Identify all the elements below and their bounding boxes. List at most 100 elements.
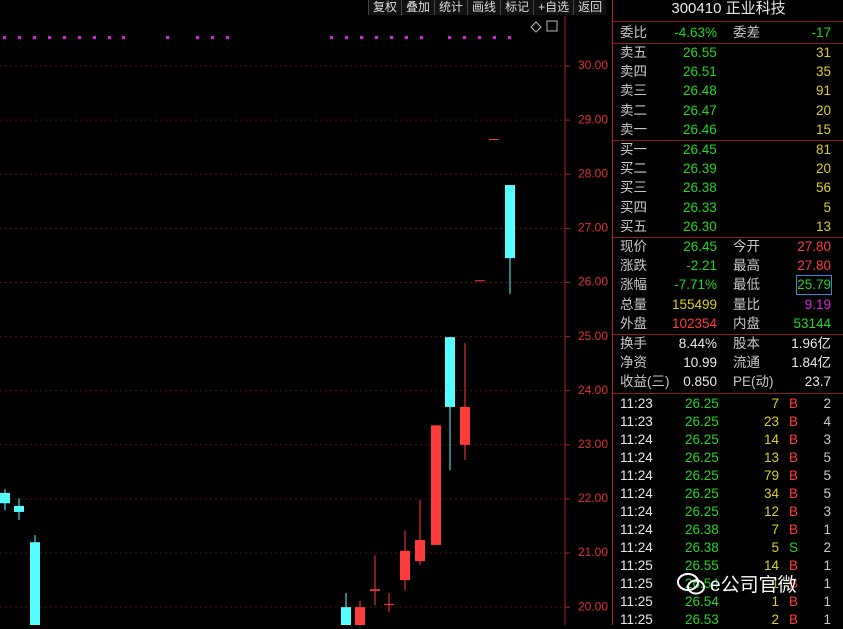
trade-side: B xyxy=(789,414,799,429)
watermark: e公司官微 xyxy=(676,570,797,597)
trade-side: B xyxy=(789,522,799,537)
level-label: 卖五 xyxy=(620,45,647,60)
trade-volume: 7 xyxy=(771,396,779,411)
trade-count: 5 xyxy=(823,486,831,501)
toolbar-button[interactable]: 叠加 xyxy=(401,0,434,15)
candle-body xyxy=(489,139,499,141)
trade-count: 5 xyxy=(823,450,831,465)
y-tick-label: 24.00 xyxy=(578,383,608,397)
wechat-icon xyxy=(677,572,705,594)
trade-time: 11:25 xyxy=(620,576,653,591)
price: 26.55 xyxy=(683,45,717,60)
trade-price: 26.25 xyxy=(685,486,719,501)
trade-count: 1 xyxy=(823,522,831,537)
candle-body xyxy=(384,603,394,605)
value: 10.99 xyxy=(683,355,717,371)
level-label: 卖三 xyxy=(620,83,647,99)
value: 1.84亿 xyxy=(791,355,831,371)
price: 26.38 xyxy=(683,180,717,196)
toolbar-button[interactable]: 统计 xyxy=(434,0,467,15)
trade-volume: 34 xyxy=(763,486,779,501)
value: 25.79 xyxy=(796,275,832,296)
trade-price: 26.55 xyxy=(685,558,719,573)
label: 流通 xyxy=(733,355,760,371)
candle-body xyxy=(0,492,10,504)
toolbar-button[interactable]: 复权 xyxy=(368,0,401,15)
trade-volume: 12 xyxy=(763,504,779,519)
trade-side: B xyxy=(789,504,799,519)
label: 股本 xyxy=(733,336,760,351)
separator xyxy=(613,140,843,141)
diamond-icon[interactable] xyxy=(530,21,542,33)
trade-price: 26.25 xyxy=(685,504,719,519)
trade-count: 4 xyxy=(823,414,831,429)
candle-body xyxy=(370,589,380,591)
trade-time: 11:25 xyxy=(620,558,653,573)
toolbar-button[interactable]: 画线 xyxy=(467,0,500,15)
trade-count: 2 xyxy=(823,396,831,411)
separator xyxy=(613,43,843,44)
volume: 20 xyxy=(815,102,831,118)
price: 26.47 xyxy=(683,102,717,118)
separator xyxy=(613,21,843,22)
toolbar-button[interactable]: +自选 xyxy=(533,0,573,15)
label: 涨跌 xyxy=(620,258,647,274)
y-tick-label: 23.00 xyxy=(578,437,608,451)
label: 涨幅 xyxy=(620,277,647,293)
label: 委差 xyxy=(733,25,760,40)
candle-body xyxy=(14,505,24,512)
trade-volume: 13 xyxy=(763,450,779,465)
label: 现价 xyxy=(620,239,647,254)
trade-time: 11:24 xyxy=(620,450,653,465)
trade-side: B xyxy=(789,396,799,411)
trade-price: 26.25 xyxy=(685,450,719,465)
y-tick-label: 25.00 xyxy=(578,329,608,343)
toolbar-button[interactable]: 标记 xyxy=(500,0,533,15)
label: 净资 xyxy=(620,355,647,371)
label: PE(动) xyxy=(733,374,774,390)
value: -2.21 xyxy=(686,258,717,274)
separator xyxy=(613,393,843,394)
volume: 31 xyxy=(815,45,831,60)
trade-price: 26.53 xyxy=(685,612,719,627)
level-label: 买三 xyxy=(620,180,647,196)
trade-time: 11:23 xyxy=(620,414,653,429)
trade-time: 11:25 xyxy=(620,612,653,627)
trade-price: 26.38 xyxy=(685,540,719,555)
level-label: 买二 xyxy=(620,161,647,177)
trade-count: 5 xyxy=(823,468,831,483)
value: 23.7 xyxy=(804,374,831,390)
volume: 5 xyxy=(823,199,831,215)
trade-time: 11:23 xyxy=(620,396,653,411)
trade-price: 26.54 xyxy=(685,594,719,609)
trade-side: B xyxy=(789,432,799,447)
y-tick-label: 27.00 xyxy=(578,221,608,235)
trade-time: 11:24 xyxy=(620,468,653,483)
volume: 15 xyxy=(815,121,831,137)
trade-volume: 1 xyxy=(771,576,779,591)
box-icon[interactable] xyxy=(546,20,558,32)
level-label: 卖二 xyxy=(620,102,647,118)
trade-side: B xyxy=(789,558,799,573)
level-label: 卖四 xyxy=(620,64,647,80)
trade-side: B xyxy=(789,594,799,609)
price: 26.48 xyxy=(683,83,717,99)
toolbar-button[interactable]: 返回 xyxy=(573,0,606,15)
trade-volume: 79 xyxy=(763,468,779,483)
candle-body xyxy=(415,540,425,562)
value: 53144 xyxy=(793,315,831,331)
value: -17 xyxy=(811,25,831,40)
trade-side: B xyxy=(789,468,799,483)
trade-price: 26.25 xyxy=(685,468,719,483)
trade-time: 11:25 xyxy=(620,594,653,609)
label: 最高 xyxy=(733,258,760,274)
label: 总量 xyxy=(620,296,647,312)
volume: 81 xyxy=(815,142,831,157)
trade-side: B xyxy=(789,486,799,501)
volume: 35 xyxy=(815,64,831,80)
value: 155499 xyxy=(671,296,717,312)
separator xyxy=(613,334,843,335)
trade-count: 1 xyxy=(823,594,831,609)
y-tick-label: 22.00 xyxy=(578,491,608,505)
